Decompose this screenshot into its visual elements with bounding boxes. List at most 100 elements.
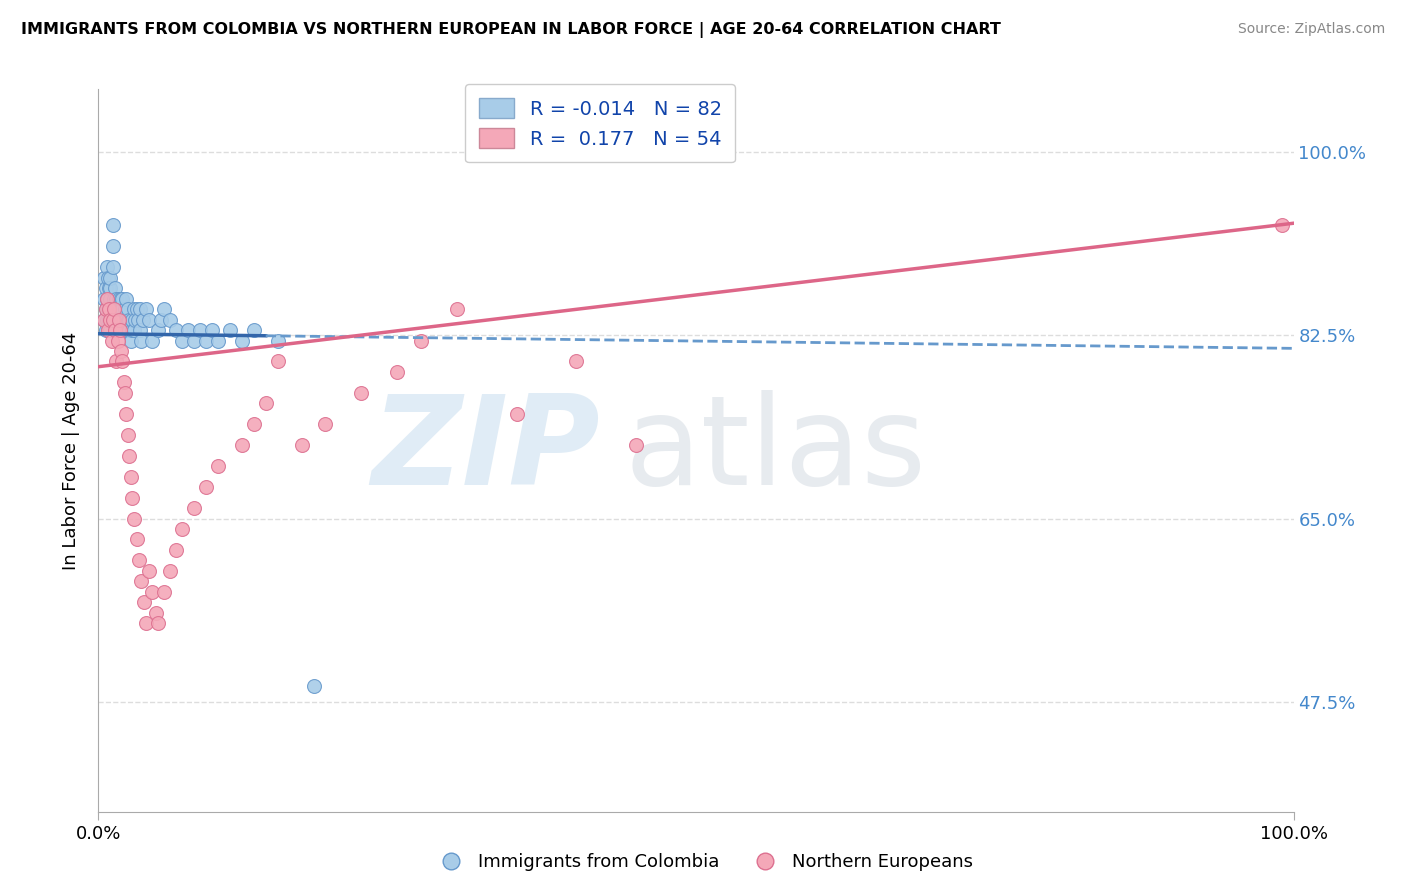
Point bbox=[124, 323, 146, 337]
Point bbox=[267, 354, 290, 368]
Point bbox=[104, 302, 127, 317]
Point bbox=[121, 323, 143, 337]
Point bbox=[115, 312, 138, 326]
Point bbox=[98, 302, 122, 317]
Point bbox=[219, 323, 242, 337]
Point bbox=[132, 595, 155, 609]
Point bbox=[105, 354, 128, 368]
Point bbox=[172, 522, 194, 536]
Point bbox=[114, 323, 136, 337]
Point bbox=[110, 292, 132, 306]
Point bbox=[98, 302, 121, 317]
Point bbox=[111, 354, 134, 368]
Point bbox=[291, 438, 314, 452]
Point bbox=[96, 312, 118, 326]
Point bbox=[1271, 219, 1294, 233]
Point bbox=[107, 334, 129, 348]
Point bbox=[138, 312, 160, 326]
Point bbox=[98, 312, 122, 326]
Point bbox=[626, 438, 648, 452]
Point bbox=[104, 323, 127, 337]
Point bbox=[121, 491, 143, 505]
Point bbox=[145, 606, 167, 620]
Point bbox=[243, 323, 266, 337]
Point bbox=[124, 511, 146, 525]
Point bbox=[114, 302, 136, 317]
Point bbox=[105, 292, 128, 306]
Point bbox=[111, 323, 134, 337]
Point bbox=[98, 281, 122, 295]
Legend: R = -0.014   N = 82, R =  0.177   N = 54: R = -0.014 N = 82, R = 0.177 N = 54 bbox=[465, 85, 735, 162]
Point bbox=[159, 564, 181, 578]
Point bbox=[98, 270, 122, 285]
Point bbox=[172, 334, 194, 348]
Point bbox=[94, 302, 117, 317]
Point bbox=[94, 323, 117, 337]
Point bbox=[506, 407, 529, 421]
Point bbox=[153, 302, 176, 317]
Point bbox=[107, 312, 129, 326]
Point bbox=[141, 334, 163, 348]
Point bbox=[112, 376, 135, 390]
Point bbox=[565, 354, 588, 368]
Point bbox=[125, 533, 148, 547]
Point bbox=[98, 312, 122, 326]
Text: IMMIGRANTS FROM COLOMBIA VS NORTHERN EUROPEAN IN LABOR FORCE | AGE 20-64 CORRELA: IMMIGRANTS FROM COLOMBIA VS NORTHERN EUR… bbox=[21, 22, 1001, 38]
Point bbox=[117, 427, 139, 442]
Point bbox=[177, 323, 200, 337]
Point bbox=[118, 312, 141, 326]
Point bbox=[107, 302, 129, 317]
Point bbox=[103, 312, 125, 326]
Point bbox=[267, 334, 290, 348]
Point bbox=[141, 584, 163, 599]
Point bbox=[231, 334, 253, 348]
Point bbox=[302, 679, 325, 693]
Point bbox=[97, 323, 120, 337]
Point bbox=[207, 334, 229, 348]
Point bbox=[114, 385, 136, 400]
Point bbox=[110, 312, 132, 326]
Point bbox=[98, 281, 121, 295]
Point bbox=[183, 501, 205, 516]
Point bbox=[135, 302, 157, 317]
Point bbox=[120, 469, 142, 483]
Point bbox=[121, 312, 143, 326]
Text: Source: ZipAtlas.com: Source: ZipAtlas.com bbox=[1237, 22, 1385, 37]
Point bbox=[315, 417, 337, 432]
Point bbox=[446, 302, 468, 317]
Point bbox=[118, 323, 141, 337]
Point bbox=[131, 312, 153, 326]
Point bbox=[165, 543, 187, 558]
Point bbox=[111, 292, 134, 306]
Point bbox=[97, 302, 120, 317]
Text: atlas: atlas bbox=[624, 390, 927, 511]
Point bbox=[125, 302, 148, 317]
Point bbox=[159, 312, 181, 326]
Point bbox=[411, 334, 433, 348]
Point bbox=[103, 302, 125, 317]
Point bbox=[110, 343, 132, 358]
Point bbox=[188, 323, 211, 337]
Point bbox=[149, 312, 172, 326]
Point bbox=[201, 323, 224, 337]
Point bbox=[153, 584, 176, 599]
Point bbox=[127, 312, 149, 326]
Point bbox=[104, 281, 127, 295]
Point bbox=[207, 459, 229, 474]
Text: ZIP: ZIP bbox=[371, 390, 600, 511]
Point bbox=[124, 312, 146, 326]
Point bbox=[135, 616, 157, 631]
Point bbox=[117, 302, 139, 317]
Point bbox=[94, 281, 117, 295]
Point bbox=[107, 292, 129, 306]
Point bbox=[129, 323, 152, 337]
Point bbox=[93, 312, 115, 326]
Point bbox=[93, 312, 115, 326]
Point bbox=[148, 323, 170, 337]
Point bbox=[96, 292, 118, 306]
Point bbox=[115, 407, 138, 421]
Point bbox=[111, 312, 134, 326]
Point bbox=[107, 312, 129, 326]
Point bbox=[115, 323, 138, 337]
Point bbox=[98, 323, 122, 337]
